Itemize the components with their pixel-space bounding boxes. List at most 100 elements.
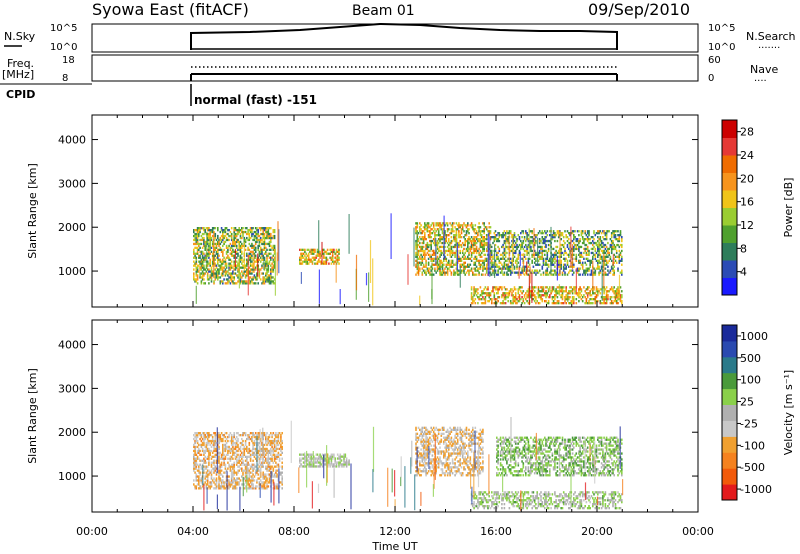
velocity-cell [203, 457, 205, 460]
velocity-cell [239, 455, 242, 458]
velocity-cell [280, 434, 282, 437]
power-cell [460, 257, 463, 260]
power-cell [436, 257, 439, 260]
power-cell [307, 258, 310, 261]
velocity-cell [194, 447, 196, 451]
power-cell [470, 239, 473, 243]
power-cell [537, 286, 540, 289]
power-cell [485, 249, 488, 253]
power-cell [430, 257, 432, 260]
velocity-cell [222, 434, 224, 437]
power-cell [560, 247, 562, 251]
power-cell [532, 271, 535, 274]
power-cell [494, 234, 497, 237]
velocity-cell [268, 443, 271, 447]
power-cell [513, 251, 516, 255]
velocity-cell [277, 463, 280, 466]
power-cell [195, 278, 198, 281]
power-cell [509, 269, 512, 272]
power-cell [482, 243, 484, 247]
power-cell [547, 273, 550, 276]
power-cell [527, 261, 530, 264]
power-cell [437, 238, 440, 241]
power-cell [422, 251, 425, 255]
velocity-cell [251, 432, 253, 435]
power-cell [434, 267, 436, 270]
power-cell [557, 249, 560, 253]
velocity-cell [299, 453, 301, 456]
velocity-cell [210, 439, 213, 443]
power-cell [473, 257, 475, 260]
power-cell [446, 224, 449, 227]
velocity-cell [203, 437, 205, 441]
velocity-cell [272, 439, 275, 443]
power-cell [259, 248, 262, 251]
power-cell [580, 294, 583, 297]
power-cell [509, 249, 512, 253]
power-cell [436, 243, 439, 247]
power-cell [238, 248, 240, 251]
power-cell [268, 274, 271, 277]
power-cell [522, 300, 525, 303]
power-cell [552, 296, 555, 299]
power-cell [268, 262, 271, 265]
velocity-cell [196, 469, 199, 472]
velocity-cell [243, 432, 246, 435]
power-cell [242, 274, 244, 277]
power-cell [564, 263, 566, 266]
power-cell [234, 268, 237, 271]
power-cell [578, 288, 580, 291]
power-cell [517, 245, 520, 249]
velocity-cell [210, 473, 213, 476]
power-cell [225, 250, 228, 253]
power-cell [580, 232, 583, 235]
power-cell [440, 224, 443, 227]
power-cell [217, 260, 219, 263]
power-cell [201, 252, 204, 255]
power-cell [569, 232, 571, 235]
power-cell [475, 247, 478, 251]
power-cell [252, 268, 254, 271]
power-cell [566, 253, 569, 256]
power-cell [224, 272, 227, 275]
velocity-cell [211, 435, 214, 439]
velocity-cell [228, 449, 230, 453]
power-cell [249, 258, 252, 261]
power-cell [609, 245, 612, 249]
power-cell [436, 255, 439, 258]
power-cell [597, 288, 599, 291]
power-cell [263, 278, 266, 281]
power-streak [529, 266, 531, 284]
power-cell [561, 292, 564, 295]
power-cell [562, 302, 565, 305]
power-streak [253, 254, 255, 273]
power-cell [542, 257, 545, 260]
power-cell [541, 249, 544, 253]
velocity-cell [222, 485, 224, 488]
power-cell [210, 238, 213, 242]
power-cell [448, 263, 450, 266]
velocity-cell [265, 481, 267, 484]
power-ytick-label: 2000 [58, 221, 86, 234]
velocity-cell [244, 485, 247, 488]
velocity-cell [218, 471, 220, 474]
power-cell [307, 248, 310, 251]
power-cell [598, 253, 600, 256]
power-cell [241, 276, 243, 279]
power-cell [421, 232, 424, 235]
velocity-cell [198, 432, 200, 435]
power-cell [445, 263, 448, 266]
power-cell [474, 298, 477, 301]
velocity-cell [208, 473, 210, 476]
power-cell [469, 247, 472, 251]
power-cell [600, 232, 603, 235]
power-cell [211, 229, 214, 232]
power-cell [497, 265, 499, 268]
power-cell [232, 280, 234, 283]
power-cell [235, 250, 238, 253]
power-cell [560, 302, 562, 305]
power-cell [271, 268, 273, 271]
velocity-cell [249, 465, 252, 468]
velocity-cell [214, 434, 217, 437]
power-cell [235, 244, 238, 248]
